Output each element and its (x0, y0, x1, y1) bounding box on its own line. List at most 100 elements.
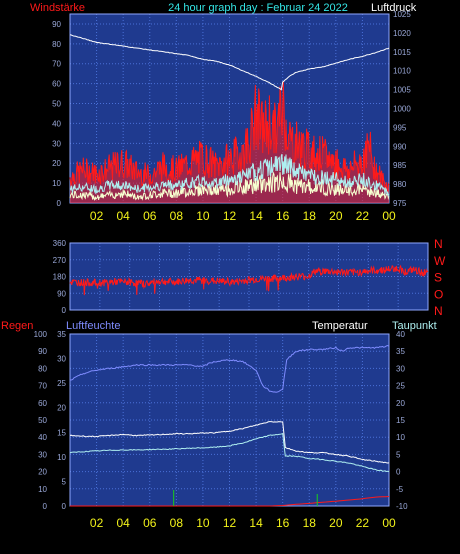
humidity-ytick: 50 (38, 416, 47, 425)
rain-line (70, 496, 390, 507)
temp-chart-xtick: 06 (143, 516, 157, 530)
humidity-ytick: 0 (43, 502, 48, 511)
wind-ytick: 40 (52, 119, 61, 128)
wind-chart-xtick: 10 (196, 209, 210, 223)
temp-ytick: 35 (396, 347, 405, 356)
humidity-ytick: 80 (38, 364, 47, 373)
humidity-ytick: 10 (38, 485, 47, 494)
temp-ytick: 0 (396, 468, 401, 477)
rain-ytick: 10 (57, 453, 66, 462)
temp-chart-xtick: 04 (116, 516, 130, 530)
pressure-ytick: 975 (393, 199, 407, 208)
compass-label: O (434, 287, 443, 301)
compass-label: N (434, 237, 443, 251)
gust-line (69, 81, 390, 193)
compass-label: N (434, 304, 443, 318)
rain-ytick: 15 (57, 428, 66, 437)
label-taupunkt: Taupunkt (392, 320, 437, 332)
temp-ytick: -10 (396, 502, 408, 511)
pressure-ytick: 1000 (393, 105, 411, 114)
temp-chart-xtick: 00 (382, 516, 396, 530)
compass-label: S (434, 271, 442, 285)
humidity-ytick: 40 (38, 433, 47, 442)
title-windstaerke: Windstärke (30, 2, 85, 14)
temp-ytick: -5 (396, 485, 404, 494)
wind-ytick: 0 (57, 199, 62, 208)
humidity-ytick: 100 (34, 330, 48, 339)
pressure-ytick: 990 (393, 142, 407, 151)
wind-chart-xtick: 14 (249, 209, 263, 223)
temp-chart-xtick: 08 (170, 516, 184, 530)
title-center: 24 hour graph day : Februar 24 2022 (168, 2, 348, 14)
temp-ytick: 30 (396, 364, 405, 373)
pressure-ytick: 995 (393, 123, 407, 132)
pressure-ytick: 1005 (393, 86, 411, 95)
wind-chart-xtick: 16 (276, 209, 290, 223)
temp-chart-xtick: 18 (303, 516, 317, 530)
pressure-ytick: 1010 (393, 67, 411, 76)
wind-chart-xtick: 20 (329, 209, 343, 223)
humidity-ytick: 60 (38, 399, 47, 408)
humidity-ytick: 20 (38, 468, 47, 477)
temperature-line (69, 421, 390, 464)
pressure-ytick: 1025 (393, 10, 411, 19)
wind-ytick: 90 (52, 20, 61, 29)
direction-chart-border (69, 242, 429, 311)
wind-ytick: 80 (52, 40, 61, 49)
wind-ytick: 30 (52, 139, 61, 148)
direction-ytick: 270 (53, 256, 67, 265)
temp-chart-xtick: 10 (196, 516, 210, 530)
rain-ytick: 35 (57, 330, 66, 339)
label-temperatur: Temperatur (312, 320, 368, 332)
temp-ytick: 25 (396, 382, 405, 391)
temp-ytick: 40 (396, 330, 405, 339)
pressure-ytick: 1015 (393, 48, 411, 57)
temp-chart-xtick: 02 (90, 516, 104, 530)
wind-ytick: 70 (52, 60, 61, 69)
temp-chart-xtick: 16 (276, 516, 290, 530)
wind-ytick: 20 (52, 159, 61, 168)
rain-ytick: 25 (57, 379, 66, 388)
pressure-ytick: 980 (393, 180, 407, 189)
temp-ytick: 20 (396, 399, 405, 408)
wind-avg-line (69, 171, 390, 201)
label-luftfeuchte: Luftfeuchte (66, 320, 120, 332)
rain-ytick: 30 (57, 355, 66, 364)
temp-ytick: 10 (396, 433, 405, 442)
humidity-line (70, 344, 390, 393)
panel-wind-pressure: 0102030405060708090975980985990995100010… (52, 10, 411, 223)
wind-ytick: 60 (52, 80, 61, 89)
wind-line (69, 153, 390, 198)
wind-chart-xtick: 00 (382, 209, 396, 223)
temp-chart-xtick: 20 (329, 516, 343, 530)
temp-ytick: 15 (396, 416, 405, 425)
compass-label: W (434, 254, 446, 268)
direction-ytick: 360 (53, 239, 67, 248)
temp-ytick: 5 (396, 450, 401, 459)
humidity-ytick: 70 (38, 382, 47, 391)
wind-chart-xtick: 18 (303, 209, 317, 223)
wind-ytick: 50 (52, 100, 61, 109)
pressure-ytick: 1020 (393, 29, 411, 38)
wind-chart-xtick: 22 (356, 209, 370, 223)
title-luftdruck: Luftdruck (371, 2, 417, 14)
wind-chart-xtick: 02 (90, 209, 104, 223)
direction-line (69, 264, 429, 296)
label-regen: Regen (1, 320, 33, 332)
panel-temp-humidity: 010203040506070809010005101520253035-10-… (34, 330, 408, 530)
pressure-line (69, 34, 390, 91)
wind-chart-xtick: 06 (143, 209, 157, 223)
rain-ytick: 5 (62, 477, 67, 486)
direction-ytick: 0 (62, 306, 67, 315)
rain-ytick: 20 (57, 404, 66, 413)
dewpoint-line (69, 432, 390, 473)
rain-ytick: 0 (62, 502, 67, 511)
wind-chart-xtick: 12 (223, 209, 237, 223)
humidity-ytick: 30 (38, 450, 47, 459)
pressure-ytick: 985 (393, 161, 407, 170)
wind-chart-xtick: 08 (170, 209, 184, 223)
temp-chart-xtick: 14 (249, 516, 263, 530)
humidity-ytick: 90 (38, 347, 47, 356)
